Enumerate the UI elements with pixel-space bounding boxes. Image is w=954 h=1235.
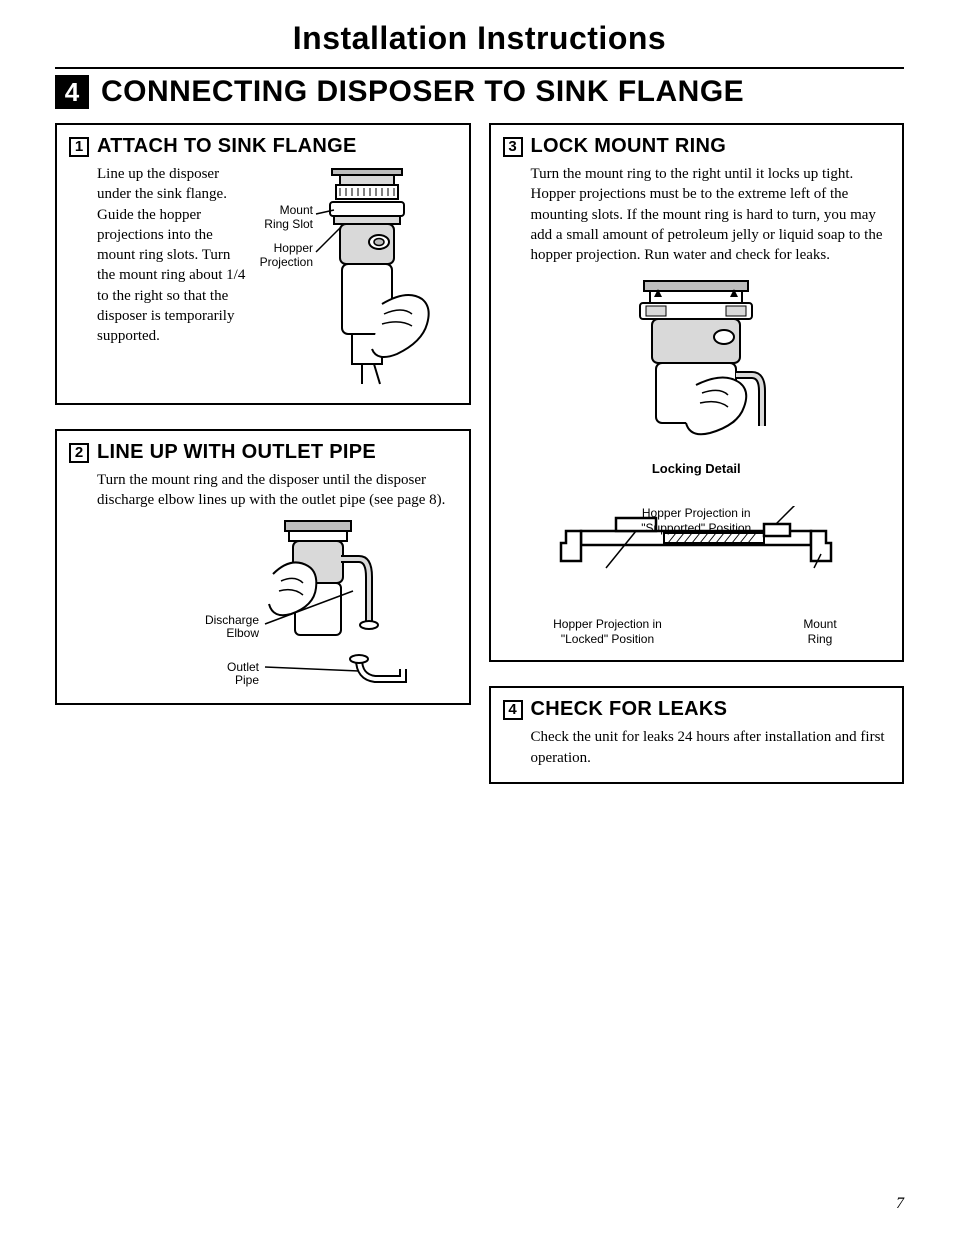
step-3-text: Turn the mount ring to the right until i… [503,164,891,265]
page-title: Installation Instructions [55,20,904,57]
step-2-title: LINE UP WITH OUTLET PIPE [97,441,376,464]
step-3-header: 3 LOCK MOUNT RING [503,135,891,158]
step-4-text: Check the unit for leaks 24 hours after … [503,727,891,768]
label-locked-position: Hopper Projection in"Locked" Position [543,617,673,646]
lock-mount-diagram-icon [596,275,796,450]
right-column: 3 LOCK MOUNT RING Turn the mount ring to… [489,123,905,784]
step-4-title: CHECK FOR LEAKS [531,698,728,721]
step-4-header: 4 CHECK FOR LEAKS [503,698,891,721]
section-header: 4 CONNECTING DISPOSER TO SINK FLANGE [55,67,904,109]
columns: 1 ATTACH TO SINK FLANGE Line up the disp… [55,123,904,784]
section-number-badge: 4 [55,75,89,109]
step-1-title: ATTACH TO SINK FLANGE [97,135,357,158]
label-mount-ring: MountRing [790,617,850,646]
label-mount-ring-slot: MountRing Slot [258,204,313,232]
step-1-text: Line up the disposer under the sink flan… [97,164,252,389]
label-supported-position: Hopper Projection in"Supported" Position [503,506,891,535]
label-hopper-projection: HopperProjection [258,242,313,270]
step-number-4: 4 [503,700,523,720]
step-number-3: 3 [503,137,523,157]
step-4-box: 4 CHECK FOR LEAKS Check the unit for lea… [489,686,905,784]
disposer-attach-icon [262,164,437,389]
step-2-box: 2 LINE UP WITH OUTLET PIPE Turn the moun… [55,429,471,705]
step-3-title: LOCK MOUNT RING [531,135,727,158]
step-2-header: 2 LINE UP WITH OUTLET PIPE [69,441,457,464]
step-1-header: 1 ATTACH TO SINK FLANGE [69,135,457,158]
step-number-1: 1 [69,137,89,157]
step-1-box: 1 ATTACH TO SINK FLANGE Line up the disp… [55,123,471,405]
page-number: 7 [896,1195,904,1213]
label-outlet-pipe: Outlet Pipe [201,661,259,689]
section-title: CONNECTING DISPOSER TO SINK FLANGE [101,75,744,109]
step-number-2: 2 [69,443,89,463]
locking-detail-caption: Locking Detail [503,461,891,476]
outlet-pipe-diagram-icon [73,519,453,689]
step-2-text: Turn the mount ring and the disposer unt… [69,470,457,511]
step-1-diagram: MountRing Slot HopperProjection [262,164,457,389]
left-column: 1 ATTACH TO SINK FLANGE Line up the disp… [55,123,471,784]
step-3-box: 3 LOCK MOUNT RING Turn the mount ring to… [489,123,905,662]
label-discharge-elbow: DischargeElbow [199,614,259,642]
